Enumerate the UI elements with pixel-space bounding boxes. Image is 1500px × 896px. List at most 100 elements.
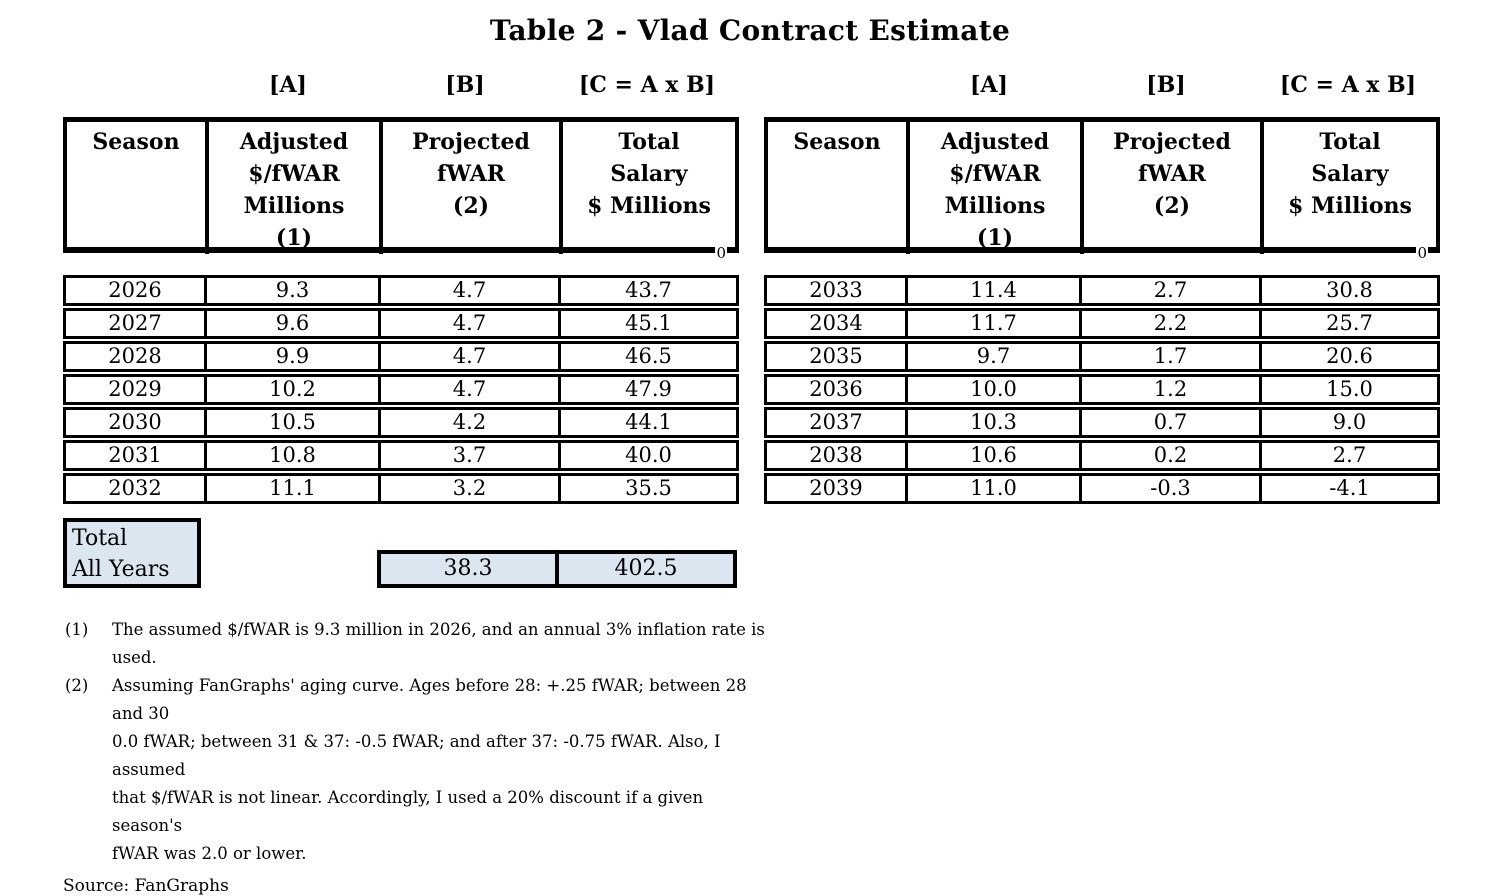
bracket-label-b: [B] [445,72,485,98]
cell-projected: 0.7 [1079,410,1259,435]
cell-projected: 4.7 [378,311,558,336]
totals-row: Total All Years 38.3 402.5 [63,518,1500,588]
table-body: 2026 9.3 4.7 43.7 2027 9.6 4.7 45.1 2028… [63,275,739,504]
cell-total: 47.9 [558,377,736,402]
cell-adjusted: 11.0 [905,476,1079,501]
cell-total: 30.8 [1259,278,1437,303]
table-row-2039: 2039 11.0 -0.3 -4.1 [764,473,1440,504]
cell-projected: 4.7 [378,377,558,402]
cell-season: 2032 [108,476,162,500]
cell-projected: 1.2 [1079,377,1259,402]
cell-season: 2039 [809,476,863,500]
table-row-2037: 2037 10.3 0.7 9.0 [764,407,1440,438]
contract-table-second-half: [A] [B] [C = A x B] Season Adjusted $/fW… [764,70,1440,504]
cell-total: 25.7 [1259,311,1437,336]
cell-total: 20.6 [1259,344,1437,369]
cell-adjusted: 9.9 [204,344,378,369]
table-row-2033: 2033 11.4 2.7 30.8 [764,275,1440,306]
cell-season: 2033 [809,278,863,302]
cell-adjusted: 11.4 [905,278,1079,303]
cell-adjusted: 10.8 [204,443,378,468]
header-season: Season [92,129,180,155]
bracket-label-c: [C = A x B] [1279,72,1417,98]
cell-season: 2035 [809,344,863,368]
cell-projected: 0.2 [1079,443,1259,468]
cell-season: 2027 [108,311,162,335]
total-salary: 402.5 [555,554,733,584]
table-header: Season Adjusted $/fWAR Millions (1) Proj… [764,117,1440,254]
contract-table-first-half: [A] [B] [C = A x B] Season Adjusted $/fW… [63,70,739,504]
cell-adjusted: 9.6 [204,311,378,336]
cell-season: 2034 [809,311,863,335]
header-projected-fwar: Projected fWAR (2) [379,122,559,254]
cell-season: 2029 [108,377,162,401]
cell-projected: 1.7 [1079,344,1259,369]
cell-projected: 4.7 [378,344,558,369]
cell-adjusted: 9.7 [905,344,1079,369]
table-row-2027: 2027 9.6 4.7 45.1 [63,308,739,339]
cell-season: 2026 [108,278,162,302]
footnote-2-marker: (2) [65,676,89,695]
cell-projected: 3.7 [378,443,558,468]
stray-zero-right: 0 [1416,244,1428,262]
bracket-label-a: [A] [970,72,1008,98]
bracket-label-row: [A] [B] [C = A x B] [63,70,739,103]
footnote-1-marker: (1) [65,620,89,639]
table-row-2035: 2035 9.7 1.7 20.6 [764,341,1440,372]
bracket-label-a: [A] [269,72,307,98]
table-row-2029: 2029 10.2 4.7 47.9 [63,374,739,405]
header-total-salary: Total Salary $ Millions [559,122,735,254]
cell-season: 2030 [108,410,162,434]
cell-total: 35.5 [558,476,736,501]
table-row-2026: 2026 9.3 4.7 43.7 [63,275,739,306]
source-credit: Source: FanGraphs [63,876,229,896]
bracket-spacer [764,70,902,103]
total-projected-fwar: 38.3 [443,556,493,581]
table-row-2038: 2038 10.6 0.2 2.7 [764,440,1440,471]
cell-total: 2.7 [1259,443,1437,468]
header-projected-fwar: Projected fWAR (2) [1080,122,1260,254]
footnote-2: (2) Assuming FanGraphs' aging curve. Age… [65,672,770,868]
figure-title: Table 2 - Vlad Contract Estimate [489,14,1011,47]
cell-total: 45.1 [558,311,736,336]
table-row-2036: 2036 10.0 1.2 15.0 [764,374,1440,405]
bracket-label-row: [A] [B] [C = A x B] [764,70,1440,103]
cell-total: 40.0 [558,443,736,468]
cell-adjusted: 10.6 [905,443,1079,468]
cell-projected: 4.2 [378,410,558,435]
cell-season: 2038 [809,443,863,467]
header-adjusted-dollars-per-fwar: Adjusted $/fWAR Millions (1) [906,122,1080,254]
cell-adjusted: 11.7 [905,311,1079,336]
cell-projected: 4.7 [378,278,558,303]
cell-adjusted: 10.0 [905,377,1079,402]
table-row-2031: 2031 10.8 3.7 40.0 [63,440,739,471]
header-total-salary: Total Salary $ Millions [1260,122,1436,254]
cell-total: 9.0 [1259,410,1437,435]
footnote-2-text: Assuming FanGraphs' aging curve. Ages be… [112,676,747,863]
cell-projected: 2.2 [1079,311,1259,336]
stray-zero-left: 0 [715,244,727,262]
table-header: Season Adjusted $/fWAR Millions (1) Proj… [63,117,739,254]
bracket-label-b: [B] [1146,72,1186,98]
cell-total: 43.7 [558,278,736,303]
table-row-2028: 2028 9.9 4.7 46.5 [63,341,739,372]
cell-season: 2031 [108,443,162,467]
cell-season: 2036 [809,377,863,401]
footnote-1-text: The assumed $/fWAR is 9.3 million in 202… [112,620,765,667]
totals-label-box: Total All Years [63,518,201,588]
cell-season: 2028 [108,344,162,368]
cell-adjusted: 10.5 [204,410,378,435]
table-row-2030: 2030 10.5 4.2 44.1 [63,407,739,438]
cell-adjusted: 10.2 [204,377,378,402]
header-adjusted-dollars-per-fwar: Adjusted $/fWAR Millions (1) [205,122,379,254]
cell-adjusted: 9.3 [204,278,378,303]
bracket-spacer [63,70,201,103]
cell-adjusted: 10.3 [905,410,1079,435]
totals-values-box: 38.3 402.5 [377,550,737,588]
table-body: 2033 11.4 2.7 30.8 2034 11.7 2.2 25.7 20… [764,275,1440,504]
header-season: Season [793,129,881,155]
cell-total: 44.1 [558,410,736,435]
cell-adjusted: 11.1 [204,476,378,501]
footnote-1: (1) The assumed $/fWAR is 9.3 million in… [65,616,770,672]
cell-projected: 2.7 [1079,278,1259,303]
